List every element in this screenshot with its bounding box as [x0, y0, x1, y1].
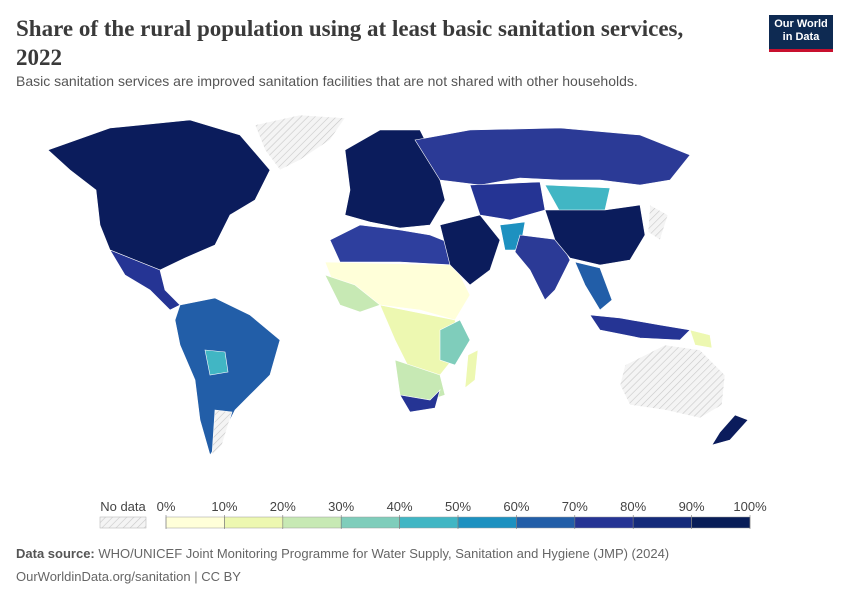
south-africa: [399, 388, 441, 413]
url[interactable]: OurWorldinData.org/sanitation | CC BY: [16, 569, 241, 584]
source-text: WHO/UNICEF Joint Monitoring Programme fo…: [98, 546, 670, 561]
legend-tick-label: 10%: [211, 499, 237, 514]
east-africa: [439, 319, 471, 366]
legend-tick-label: 80%: [620, 499, 646, 514]
papua-new-guinea: [689, 329, 713, 349]
legend-tick-label: 100%: [733, 499, 767, 514]
legend-swatch: [340, 516, 400, 529]
legend-swatch: [691, 516, 751, 529]
subtitle: Basic sanitation services are improved s…: [16, 73, 638, 89]
greenland: [254, 114, 346, 171]
legend-swatch: [165, 516, 225, 529]
legend-no-data-label: No data: [100, 499, 146, 514]
south-america: [174, 297, 281, 456]
southeast-asia: [574, 261, 613, 311]
legend-swatch: [282, 516, 342, 529]
madagascar: [464, 349, 479, 389]
china: [544, 204, 646, 266]
legend-swatch: [399, 516, 459, 529]
southern-cone: [211, 409, 233, 456]
north-america: [47, 119, 271, 271]
legend-swatch: [457, 516, 517, 529]
north-africa: [329, 224, 456, 266]
legend-tick-label: 30%: [328, 499, 354, 514]
source-label: Data source:: [16, 546, 95, 561]
legend-tick-label: 90%: [679, 499, 705, 514]
indonesia: [589, 314, 691, 341]
source: Data source: WHO/UNICEF Joint Monitoring…: [16, 546, 669, 561]
title: Share of the rural population using at l…: [16, 16, 684, 70]
legend-tick-label: 20%: [270, 499, 296, 514]
australia: [619, 344, 726, 419]
mongolia: [544, 184, 611, 213]
legend-swatch: [574, 516, 634, 529]
new-zealand: [711, 414, 749, 446]
legend-tick-label: 60%: [503, 499, 529, 514]
central-asia: [469, 181, 546, 221]
europe: [344, 129, 446, 229]
russia: [414, 127, 691, 186]
legend-swatch: [516, 516, 576, 529]
legend-tick-label: 70%: [562, 499, 588, 514]
legend-no-data-swatch: [99, 516, 147, 529]
legend-tick-label: 40%: [387, 499, 413, 514]
logo[interactable]: Our World in Data: [769, 15, 833, 52]
map: [47, 114, 749, 456]
legend-swatch: [632, 516, 692, 529]
bolivia: [204, 349, 229, 376]
legend-tick-label: 0%: [157, 499, 176, 514]
japan-korea: [647, 204, 669, 241]
legend-tick-label: 50%: [445, 499, 471, 514]
legend-swatch: [224, 516, 284, 529]
west-africa: [324, 274, 381, 313]
